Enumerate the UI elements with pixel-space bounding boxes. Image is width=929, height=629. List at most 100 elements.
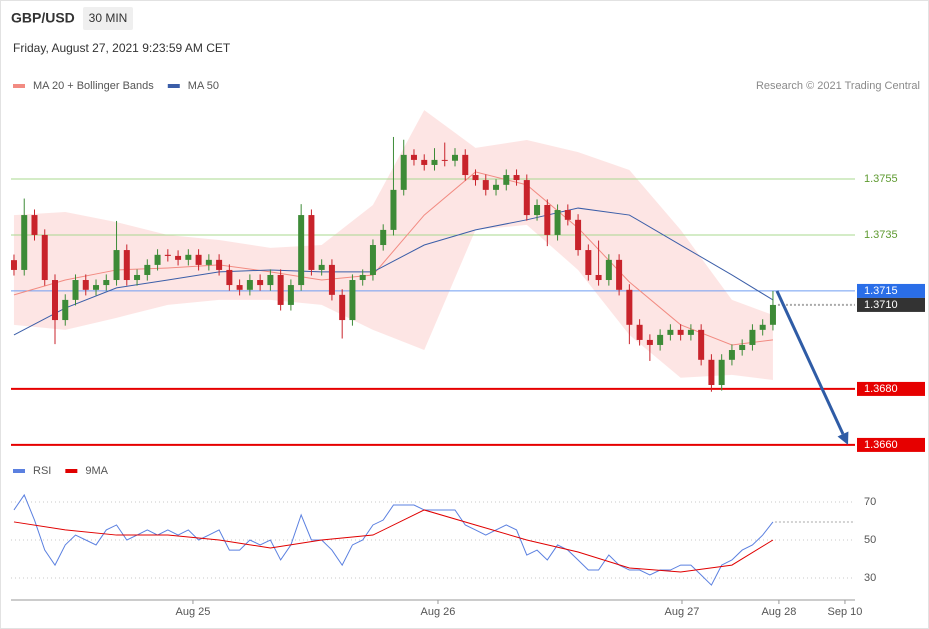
x-tick-label: Aug 28: [761, 606, 796, 618]
candle-body: [534, 204, 541, 216]
x-tick-label: Aug 27: [665, 606, 700, 618]
candle-body: [564, 210, 571, 220]
candle-body: [103, 280, 110, 286]
level-tag: [857, 381, 925, 396]
candle-body: [626, 289, 633, 325]
candle-body: [72, 280, 79, 300]
legend-swatch: [13, 84, 25, 88]
level-label: 1.3755: [864, 173, 898, 185]
level-tag: [857, 437, 925, 452]
credit: Research © 2021 Trading Central: [756, 80, 920, 92]
legend-swatch: [65, 469, 78, 473]
candle-body: [482, 180, 489, 190]
candle-body: [267, 274, 274, 286]
candle-body: [677, 329, 684, 335]
candle-body: [308, 215, 315, 270]
y-tick-label: 70: [864, 496, 876, 508]
moving-average: [13, 171, 774, 346]
candle-body: [93, 285, 100, 290]
candle-body: [708, 359, 715, 386]
candle-body: [616, 259, 623, 290]
candle-body: [82, 280, 89, 290]
candle-body: [41, 234, 48, 281]
candle-body: [462, 154, 469, 176]
candle-body: [134, 274, 141, 281]
candle-body: [503, 175, 510, 185]
interval-box: [83, 7, 133, 30]
legend-label: MA 50: [188, 80, 219, 92]
candle-body: [298, 215, 305, 286]
candle-body: [226, 269, 233, 286]
level-tag: [857, 283, 925, 298]
candle-body: [328, 264, 335, 295]
candle-body: [277, 274, 284, 305]
candle-body: [10, 260, 17, 270]
candle-body: [636, 324, 643, 340]
candle-body: [369, 245, 376, 275]
symbol: GBP/USD: [11, 10, 75, 26]
candle-body: [175, 255, 182, 260]
legend-label: MA 20 + Bollinger Bands: [33, 80, 154, 92]
x-tick-label: Aug 25: [176, 606, 211, 618]
level-label: 1.3715: [864, 285, 898, 297]
candle-body: [421, 159, 428, 165]
interval: 30 MIN: [89, 11, 128, 25]
legend-swatch: [167, 84, 180, 88]
level-label: 1.3680: [864, 383, 898, 395]
legend-label: RSI: [33, 465, 51, 477]
candle-body: [769, 304, 776, 325]
candle-body: [195, 254, 202, 265]
candle-body: [236, 285, 243, 290]
candle-body: [585, 250, 592, 275]
legend-label: 9MA: [85, 465, 108, 477]
candle-body: [52, 280, 58, 321]
candle-body: [523, 180, 530, 216]
candle-body: [493, 184, 500, 190]
y-tick-label: 50: [864, 534, 876, 546]
candle-body: [318, 264, 325, 270]
level-label: 1.3660: [864, 439, 898, 451]
candle-body: [759, 324, 766, 330]
candle-body: [390, 189, 397, 230]
candle-body: [21, 215, 28, 270]
candle-body: [472, 175, 479, 181]
candle-body: [257, 280, 264, 286]
legend-swatch: [13, 469, 25, 473]
candle-body: [657, 334, 664, 345]
candle-body: [575, 219, 582, 251]
candle-body: [216, 259, 223, 270]
candle-body: [287, 285, 294, 305]
moving-average: [13, 207, 774, 336]
candle-body: [441, 159, 448, 161]
candle-body: [380, 229, 387, 246]
candle-body: [123, 250, 130, 281]
candle-body: [154, 254, 161, 265]
indicator-line: [13, 493, 774, 586]
candle-body: [728, 350, 735, 360]
candle-body: [513, 175, 520, 181]
candle-body: [667, 329, 674, 335]
candle-body: [185, 254, 192, 260]
candle-body: [595, 274, 602, 281]
candle-body: [749, 329, 756, 345]
candle-body: [687, 329, 694, 335]
forecast-arrowhead: [837, 431, 849, 445]
candle-body: [410, 154, 417, 160]
x-tick-label: Sep 10: [828, 606, 863, 618]
candle-body: [246, 280, 253, 290]
candle-body: [544, 204, 551, 235]
candle-body: [646, 339, 653, 345]
candle-body: [554, 210, 561, 235]
candle-body: [605, 259, 612, 281]
candle-body: [205, 259, 212, 265]
candle-body: [349, 280, 356, 321]
candle-body: [339, 294, 346, 321]
x-tick-label: Aug 26: [421, 606, 456, 618]
bollinger-band: [13, 110, 773, 380]
candle-body: [359, 274, 366, 281]
candle-body: [698, 329, 705, 360]
timestamp: Friday, August 27, 2021 9:23:59 AM CET: [13, 41, 231, 55]
candle-body: [452, 154, 458, 161]
forecast-arrow: [775, 290, 845, 435]
